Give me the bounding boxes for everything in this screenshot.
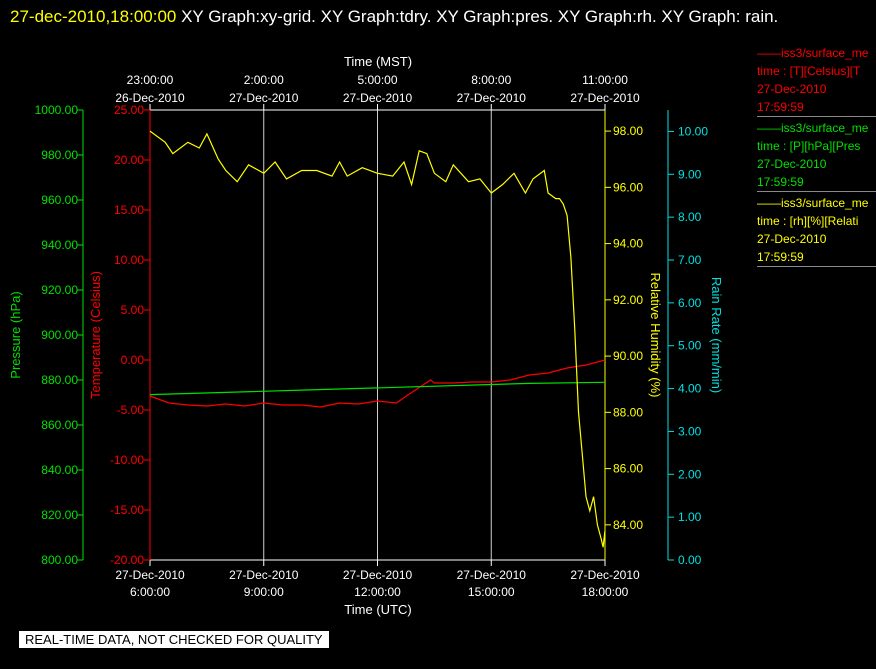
pressure-tick-label: 800.00 [41, 553, 78, 567]
rain-tick-label: 10.00 [678, 124, 708, 138]
pressure-tick-label: 820.00 [41, 508, 78, 522]
x-tick-label-top-date: 27-Dec-2010 [343, 91, 413, 105]
x-tick-label-bottom-date: 27-Dec-2010 [343, 568, 413, 582]
temperature-tick-label: -20.00 [110, 553, 144, 567]
legend-text: 27-Dec-2010 [757, 157, 827, 171]
x-tick-label-bottom-time: 12:00:00 [354, 585, 401, 599]
grid-layer [263, 110, 492, 560]
legend-text: 27-Dec-2010 [757, 82, 827, 96]
x-axis-title-top: Time (MST) [344, 54, 412, 69]
temperature-series-line [149, 359, 606, 408]
x-tick-label-top-time: 2:00:00 [244, 73, 284, 87]
humidity-tick-label: 96.00 [613, 180, 643, 194]
x-tick-label-top-date: 27-Dec-2010 [570, 91, 640, 105]
temperature-tick-label: 0.00 [121, 353, 145, 367]
legend-text: ——iss3/surface_me [757, 121, 869, 135]
temperature-tick-label: 5.00 [121, 303, 145, 317]
humidity-tick-label: 90.00 [613, 349, 643, 363]
humidity-tick-label: 94.00 [613, 237, 643, 251]
temperature-tick-label: 25.00 [114, 103, 144, 117]
rain-tick-label: 9.00 [678, 167, 702, 181]
legend-text: 17:59:59 [757, 175, 804, 189]
humidity-tick-label: 98.00 [613, 124, 643, 138]
series-layer [149, 130, 606, 548]
x-tick-label-bottom-date: 27-Dec-2010 [457, 568, 527, 582]
legend-text: time : [rh][%][Relati [757, 214, 859, 228]
legend-text: ——iss3/surface_me [757, 196, 869, 210]
x-tick-label-bottom-date: 27-Dec-2010 [115, 568, 185, 582]
rain-tick-label: 4.00 [678, 382, 702, 396]
rain-tick-label: 8.00 [678, 210, 702, 224]
x-tick-label-top-time: 5:00:00 [357, 73, 397, 87]
pressure-tick-label: 960.00 [41, 193, 78, 207]
pressure-tick-label: 980.00 [41, 148, 78, 162]
rain-tick-label: 5.00 [678, 339, 702, 353]
x-tick-label-bottom-time: 6:00:00 [130, 585, 170, 599]
pressure-tick-label: 900.00 [41, 328, 78, 342]
axes-layer: 27-Dec-2010 6:00:00 23:00:00 26-Dec-2010 27-… [35, 73, 709, 599]
humidity-tick-label: 88.00 [613, 405, 643, 419]
x-tick-label-bottom-time: 9:00:00 [244, 585, 284, 599]
pressure-tick-label: 940.00 [41, 238, 78, 252]
x-tick-label-top-date: 27-Dec-2010 [457, 91, 527, 105]
timestamp: 27-dec-2010,18:00:00 [10, 7, 177, 26]
rain-tick-label: 2.00 [678, 467, 702, 481]
rain-axis-title: Rain Rate (mm/min) [709, 277, 724, 393]
temperature-tick-label: 20.00 [114, 153, 144, 167]
pressure-tick-label: 920.00 [41, 283, 78, 297]
humidity-tick-label: 86.00 [613, 462, 643, 476]
pressure-axis-title: Pressure (hPa) [8, 291, 23, 378]
legend-text: 27-Dec-2010 [757, 232, 827, 246]
x-tick-label-top-date: 27-Dec-2010 [229, 91, 299, 105]
qc-warning: REAL-TIME DATA, NOT CHECKED FOR QUALITY [19, 631, 329, 648]
legend-text: time : [T][Celsius][T [757, 64, 861, 78]
pressure-tick-label: 860.00 [41, 418, 78, 432]
legend-text: 17:59:59 [757, 250, 804, 264]
pressure-tick-label: 880.00 [41, 373, 78, 387]
rain-tick-label: 7.00 [678, 253, 702, 267]
graph-list: XY Graph:xy-grid. XY Graph:tdry. XY Grap… [181, 7, 779, 26]
humidity-tick-label: 84.00 [613, 518, 643, 532]
legend-text: ——iss3/surface_me [757, 46, 869, 60]
title-bar: 27-dec-2010,18:00:00 XY Graph:xy-grid. X… [10, 2, 860, 31]
x-tick-label-bottom-time: 15:00:00 [468, 585, 515, 599]
x-tick-label-top-time: 8:00:00 [471, 73, 511, 87]
pressure-tick-label: 840.00 [41, 463, 78, 477]
x-tick-label-top-time: 11:00:00 [582, 73, 628, 87]
x-axis-title-bottom: Time (UTC) [344, 602, 411, 617]
rain-tick-label: 1.00 [678, 510, 702, 524]
temperature-tick-label: 15.00 [114, 203, 144, 217]
temperature-axis-title: Temperature (Celsius) [88, 271, 103, 399]
x-tick-label-bottom-date: 27-Dec-2010 [229, 568, 299, 582]
x-tick-label-top-date: 26-Dec-2010 [115, 91, 185, 105]
humidity-series-line [149, 130, 606, 548]
temperature-tick-label: -5.00 [117, 403, 145, 417]
temperature-tick-label: -10.00 [110, 453, 144, 467]
x-tick-label-bottom-date: 27-Dec-2010 [570, 568, 640, 582]
temperature-tick-label: 10.00 [114, 253, 144, 267]
humidity-axis-title: Relative Humidity (%) [648, 273, 663, 398]
x-tick-label-bottom-time: 18:00:00 [582, 585, 629, 599]
x-tick-label-top-time: 23:00:00 [127, 73, 174, 87]
legend-text: 17:59:59 [757, 100, 804, 114]
humidity-tick-label: 92.00 [613, 293, 643, 307]
legend: ——iss3/surface_me time : [T][Celsius][T 27… [757, 44, 876, 269]
pressure-tick-label: 1000.00 [35, 103, 79, 117]
temperature-tick-label: -15.00 [110, 503, 144, 517]
pressure-series-line [149, 381, 606, 396]
legend-text: time : [P][hPa][Pres [757, 139, 861, 153]
rain-tick-label: 6.00 [678, 296, 702, 310]
rain-tick-label: 3.00 [678, 424, 702, 438]
rain-tick-label: 0.00 [678, 553, 702, 567]
